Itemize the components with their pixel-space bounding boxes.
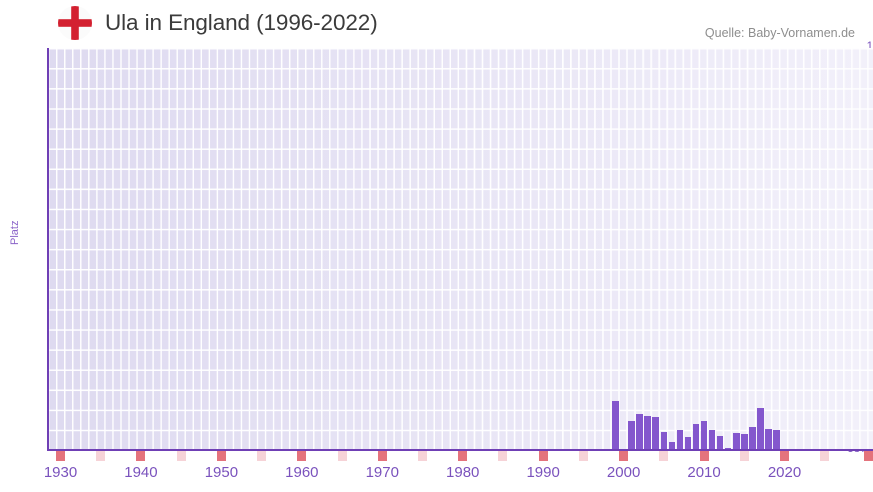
x-axis-tick-mark xyxy=(56,451,65,461)
chart-header: Ula in England (1996-2022) Quelle: Baby-… xyxy=(0,0,873,46)
x-axis-tick-mark-minor xyxy=(418,451,427,461)
bar xyxy=(708,429,716,450)
x-axis-tick-mark-end xyxy=(864,451,873,461)
england-flag-icon xyxy=(58,6,92,40)
x-axis-tick-mark-minor xyxy=(337,451,347,461)
bar xyxy=(692,423,700,450)
x-axis-tick-mark xyxy=(297,451,307,461)
x-axis-tick-label: 1970 xyxy=(365,464,399,481)
x-axis-tick-mark-minor xyxy=(176,451,186,461)
bar xyxy=(628,421,635,450)
x-axis-tick-label: 2000 xyxy=(606,464,641,481)
bar xyxy=(636,413,643,450)
y-axis-line xyxy=(47,48,49,451)
y-axis-tick-top: 1 xyxy=(866,41,873,53)
x-axis-tick-label: 1930 xyxy=(43,464,78,481)
x-axis-tick-mark xyxy=(216,451,226,461)
x-axis-tick-label: 1990 xyxy=(526,464,560,481)
bar xyxy=(668,441,676,450)
x-axis-tick-mark xyxy=(136,451,146,461)
x-axis-line xyxy=(47,449,873,451)
x-axis-tick-mark xyxy=(458,451,468,461)
bar xyxy=(757,407,764,450)
bar xyxy=(732,432,740,450)
x-axis-tick-mark-minor xyxy=(820,451,830,461)
bar xyxy=(676,429,684,450)
bar xyxy=(684,436,692,450)
source-label: Quelle: Baby-Vornamen.de xyxy=(704,26,855,40)
x-axis-tick-label: 2020 xyxy=(767,464,802,481)
bar xyxy=(773,429,780,450)
bar xyxy=(749,426,756,450)
bar xyxy=(740,433,748,450)
x-axis-tick-mark-minor xyxy=(578,451,588,461)
x-axis-tick-mark-minor xyxy=(257,451,267,461)
bar xyxy=(724,447,732,450)
page-title: Ula in England (1996-2022) xyxy=(105,10,378,35)
x-axis-tick-label: 1940 xyxy=(124,464,158,481)
bar xyxy=(612,400,619,450)
x-axis-tick-mark-minor xyxy=(96,451,106,461)
bar xyxy=(716,435,724,450)
x-axis-tick-mark xyxy=(377,451,387,461)
x-axis-tick-label: 1980 xyxy=(446,464,480,481)
x-axis-tick-mark xyxy=(699,451,709,461)
bar xyxy=(765,428,772,450)
x-axis-tick-label: 1950 xyxy=(204,464,239,481)
x-axis-tick-mark xyxy=(538,451,548,461)
x-axis-tick-mark-minor xyxy=(739,451,749,461)
x-axis-tick-mark xyxy=(619,451,629,461)
bar xyxy=(660,431,668,450)
x-axis-tick-mark-minor xyxy=(659,451,669,461)
bar xyxy=(700,420,708,450)
x-axis-tick-label: 1960 xyxy=(285,464,319,481)
x-axis-tick-mark-minor xyxy=(498,451,508,461)
x-axis-tick-mark xyxy=(780,451,789,461)
x-axis-tick-label: 2010 xyxy=(687,464,721,481)
bar xyxy=(644,415,652,450)
bar xyxy=(652,416,660,450)
